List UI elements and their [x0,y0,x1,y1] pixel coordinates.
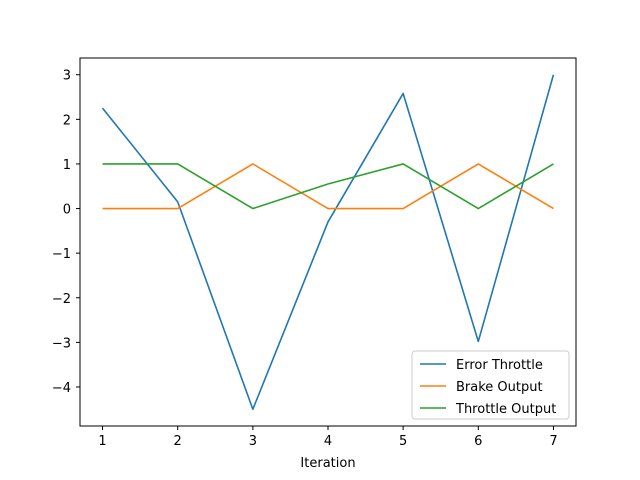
y-tick-label: −2 [52,292,71,307]
x-axis-title: Iteration [300,456,355,471]
series-line-error-throttle [101,74,555,411]
x-axis: 1 2 3 4 5 6 7 [98,426,558,449]
y-tick-label: −3 [52,336,71,351]
legend-label-throttle-output: Throttle Output [455,402,556,417]
x-tick-label: 4 [324,434,332,449]
x-tick-label: 2 [174,434,182,449]
series-lines [101,74,555,411]
y-tick-label: 2 [63,113,71,128]
y-axis: 3 2 1 0 −1 −2 −3 −4 [52,69,80,396]
y-tick-label: 3 [63,69,71,84]
series-line-brake-output [102,163,554,210]
legend-label-brake-output: Brake Output [456,380,543,395]
x-tick-label: 3 [249,434,257,449]
series-line-throttle-output [102,163,554,210]
x-tick-label: 1 [98,434,106,449]
y-tick-label: −4 [52,381,71,396]
x-tick-label: 6 [474,434,482,449]
legend: Error Throttle Brake Output Throttle Outpu… [411,350,570,420]
x-tick-label: 5 [399,434,407,449]
x-tick-label: 7 [549,434,557,449]
legend-label-error-throttle: Error Throttle [456,358,543,373]
y-tick-label: 0 [63,203,71,218]
y-tick-label: −1 [52,247,71,262]
legend-box [411,350,570,420]
y-tick-label: 1 [63,158,71,173]
